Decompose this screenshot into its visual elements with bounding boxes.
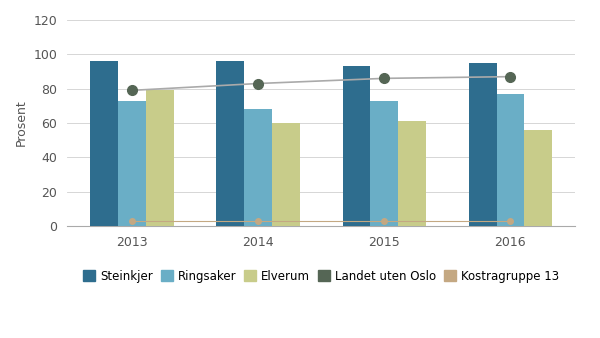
- Bar: [90, 61, 118, 226]
- Bar: [217, 61, 244, 226]
- Bar: [118, 101, 146, 226]
- Bar: [469, 63, 497, 226]
- Bar: [497, 94, 524, 226]
- Bar: [146, 90, 173, 226]
- Bar: [398, 121, 426, 226]
- Y-axis label: Prosent: Prosent: [15, 100, 28, 146]
- Bar: [244, 109, 272, 226]
- Legend: Steinkjer, Ringsaker, Elverum, Landet uten Oslo, Kostragruppe 13: Steinkjer, Ringsaker, Elverum, Landet ut…: [79, 265, 563, 287]
- Bar: [370, 101, 398, 226]
- Bar: [343, 66, 370, 226]
- Bar: [272, 123, 299, 226]
- Bar: [524, 130, 552, 226]
